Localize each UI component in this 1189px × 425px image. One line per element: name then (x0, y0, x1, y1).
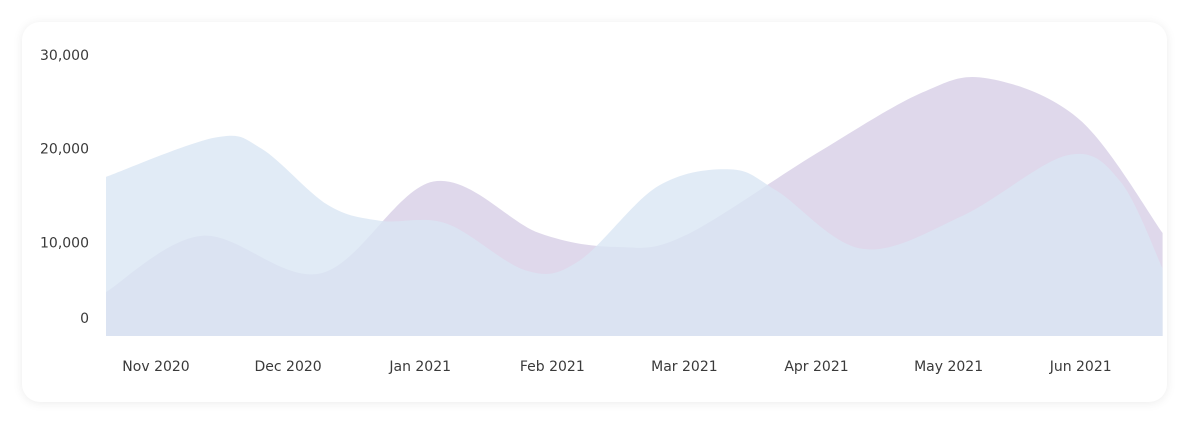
series-2-area (106, 135, 1163, 336)
x-axis: Nov 2020 Dec 2020 Jan 2021 Feb 2021 Mar 2021… (122, 359, 1111, 375)
x-tick-label: Jun 2021 (1049, 359, 1112, 375)
y-tick-label: 0 (80, 311, 89, 327)
areas-layer (106, 76, 1163, 337)
y-tick-label: 30,000 (40, 48, 89, 64)
x-tick-label: Jan 2021 (388, 359, 451, 375)
x-tick-label: Feb 2021 (520, 359, 585, 375)
x-tick-label: May 2021 (914, 359, 983, 375)
x-tick-label: Nov 2020 (122, 359, 189, 375)
x-tick-label: Apr 2021 (784, 359, 848, 375)
x-tick-label: Dec 2020 (255, 359, 322, 375)
y-tick-label: 10,000 (40, 235, 89, 251)
x-tick-label: Mar 2021 (651, 359, 718, 375)
y-axis: 0 10,000 20,000 30,000 (40, 48, 89, 327)
y-tick-label: 20,000 (40, 142, 89, 158)
